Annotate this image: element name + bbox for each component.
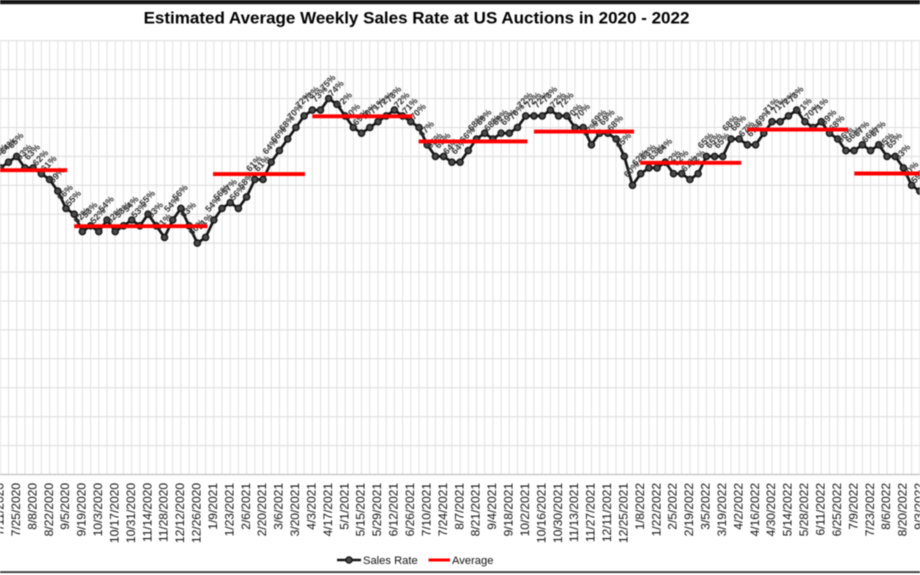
svg-text:Sales Rate: Sales Rate — [363, 555, 418, 567]
svg-text:3/20/2021: 3/20/2021 — [288, 483, 302, 537]
svg-text:4/30/2022: 4/30/2022 — [764, 483, 778, 537]
svg-text:8/8/2020: 8/8/2020 — [25, 483, 39, 530]
svg-text:7/23/2022: 7/23/2022 — [863, 483, 877, 537]
svg-text:10/16/2021: 10/16/2021 — [534, 483, 548, 543]
svg-text:9/19/2020: 9/19/2020 — [75, 483, 89, 537]
svg-text:5/29/2021: 5/29/2021 — [370, 483, 384, 537]
svg-text:2/5/2022: 2/5/2022 — [666, 483, 680, 530]
svg-text:12/26/2020: 12/26/2020 — [189, 483, 203, 543]
svg-text:11/13/2021: 11/13/2021 — [567, 483, 581, 542]
svg-text:2/20/2021: 2/20/2021 — [255, 483, 269, 537]
svg-text:4/16/2022: 4/16/2022 — [748, 483, 762, 537]
svg-text:12/11/2021: 12/11/2021 — [600, 483, 614, 542]
svg-text:8/21/2021: 8/21/2021 — [469, 483, 483, 537]
svg-text:12/12/2020: 12/12/2020 — [173, 483, 187, 543]
svg-text:5/1/2021: 5/1/2021 — [337, 483, 351, 530]
svg-text:6/11/2022: 6/11/2022 — [813, 483, 827, 536]
svg-text:2/6/2021: 2/6/2021 — [239, 483, 253, 530]
svg-text:Average: Average — [452, 555, 493, 567]
svg-text:3/5/2022: 3/5/2022 — [699, 483, 713, 530]
svg-text:6/12/2021: 6/12/2021 — [387, 483, 401, 537]
svg-text:8/7/2021: 8/7/2021 — [452, 483, 466, 530]
svg-text:5/15/2021: 5/15/2021 — [354, 483, 368, 537]
svg-text:11/27/2021: 11/27/2021 — [584, 483, 598, 542]
svg-text:1/9/2021: 1/9/2021 — [206, 483, 220, 530]
svg-text:7/25/2020: 7/25/2020 — [9, 483, 23, 537]
svg-text:1/8/2022: 1/8/2022 — [633, 483, 647, 530]
svg-text:7/9/2022: 7/9/2022 — [846, 483, 860, 530]
svg-text:10/2/2021: 10/2/2021 — [518, 483, 532, 537]
svg-text:3/19/2022: 3/19/2022 — [715, 483, 729, 537]
svg-text:1/23/2021: 1/23/2021 — [222, 483, 236, 537]
svg-text:9/3/2022: 9/3/2022 — [912, 483, 920, 530]
svg-text:7/11/2020: 7/11/2020 — [0, 483, 6, 536]
svg-text:63%: 63% — [0, 142, 9, 162]
svg-text:9/5/2020: 9/5/2020 — [58, 483, 72, 530]
svg-text:9/18/2021: 9/18/2021 — [501, 483, 515, 537]
svg-text:6/25/2022: 6/25/2022 — [830, 483, 844, 537]
svg-text:4/17/2021: 4/17/2021 — [321, 483, 335, 537]
svg-text:11/28/2020: 11/28/2020 — [157, 483, 171, 542]
svg-text:10/3/2020: 10/3/2020 — [91, 483, 105, 537]
svg-text:5/28/2022: 5/28/2022 — [797, 483, 811, 537]
svg-text:Estimated Average Weekly Sales: Estimated Average Weekly Sales Rate at U… — [144, 9, 690, 28]
svg-text:5/14/2022: 5/14/2022 — [781, 483, 795, 537]
svg-text:4/2/2022: 4/2/2022 — [731, 483, 745, 530]
svg-text:8/20/2022: 8/20/2022 — [896, 483, 910, 537]
svg-text:10/17/2020: 10/17/2020 — [107, 483, 121, 543]
svg-text:6/26/2021: 6/26/2021 — [403, 483, 417, 537]
svg-text:1/22/2022: 1/22/2022 — [649, 483, 663, 537]
svg-text:8/22/2020: 8/22/2020 — [42, 483, 56, 537]
svg-text:8/6/2022: 8/6/2022 — [879, 483, 893, 530]
svg-text:7/10/2021: 7/10/2021 — [419, 483, 433, 537]
svg-text:12/25/2021: 12/25/2021 — [616, 483, 630, 543]
svg-text:10/30/2021: 10/30/2021 — [551, 483, 565, 543]
svg-text:3/6/2021: 3/6/2021 — [272, 483, 286, 530]
svg-text:4/3/2021: 4/3/2021 — [304, 483, 318, 530]
svg-text:10/31/2020: 10/31/2020 — [124, 483, 138, 543]
svg-text:2/19/2022: 2/19/2022 — [682, 483, 696, 537]
svg-text:9/4/2021: 9/4/2021 — [485, 483, 499, 530]
svg-text:7/24/2021: 7/24/2021 — [436, 483, 450, 537]
svg-text:11/14/2020: 11/14/2020 — [140, 483, 154, 542]
